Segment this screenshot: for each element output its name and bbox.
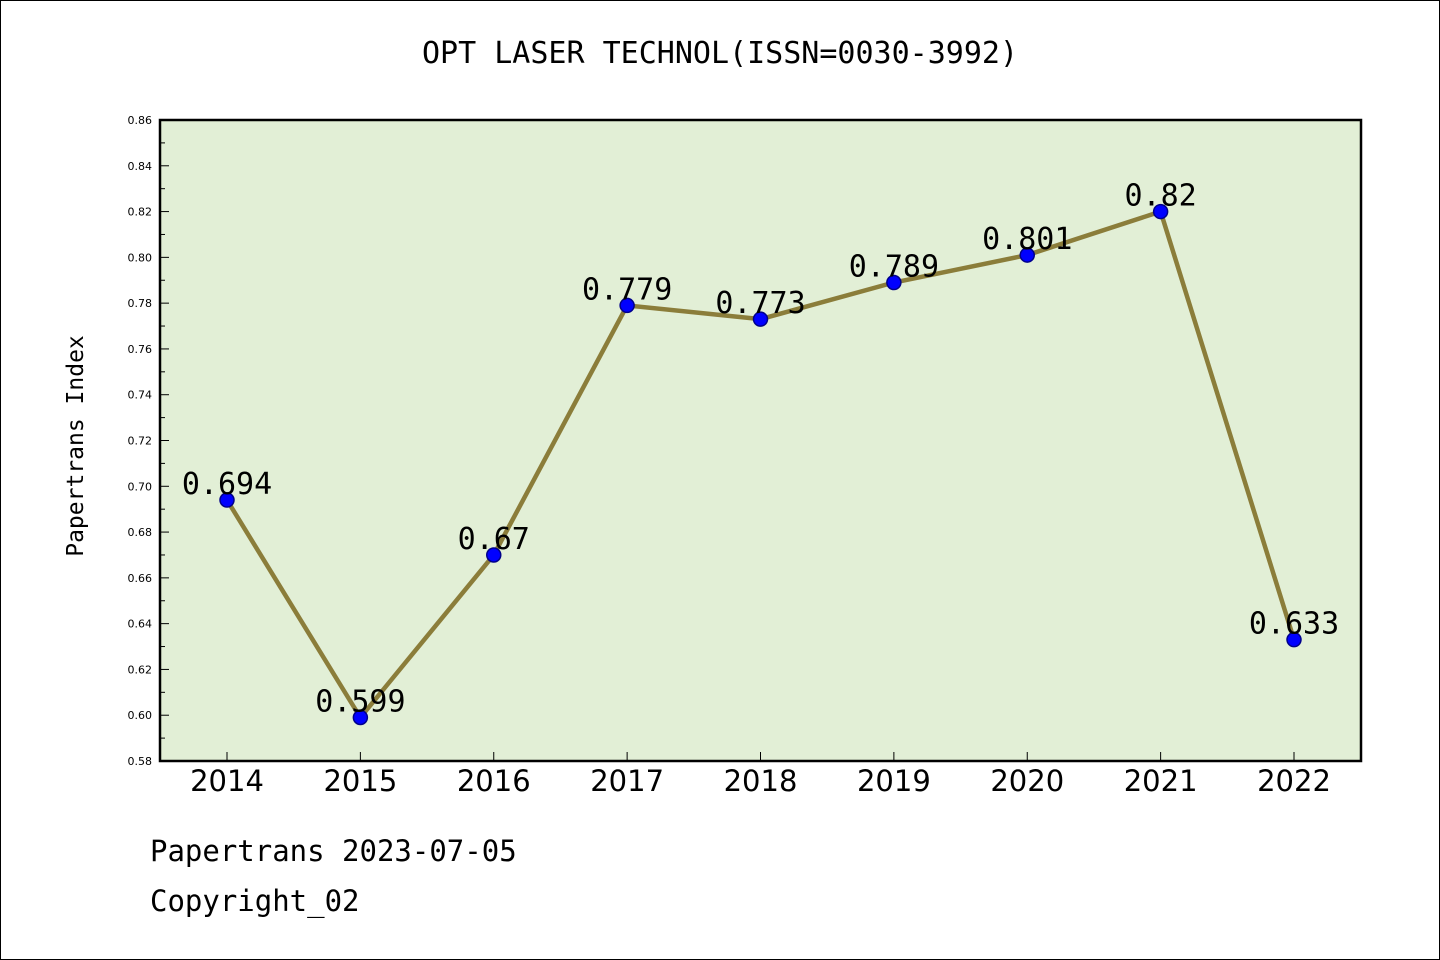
x-tick-label: 2015 — [323, 764, 397, 798]
x-axis-ticks: 2014 2015 2016 2017 2018 2019 2020 2021 2022 — [190, 752, 1331, 798]
x-tick-label: 2019 — [857, 764, 931, 798]
data-point — [219, 492, 235, 508]
y-axis-ticks: 0.58 0.60 0.62 0.64 0.66 0.68 0.70 0.72 0.74 0.76… — [128, 114, 169, 768]
y-tick-label: 0.84 — [128, 160, 153, 173]
data-point — [486, 547, 502, 563]
footer-copyright: Copyright_02 — [150, 884, 360, 918]
data-label: 0.67 — [458, 522, 530, 557]
data-point — [352, 709, 369, 726]
y-tick-label: 0.80 — [128, 251, 153, 264]
y-tick-label: 0.66 — [128, 572, 153, 585]
data-label: 0.633 — [1249, 607, 1339, 642]
data-point — [619, 297, 635, 314]
y-tick-label: 0.74 — [128, 389, 153, 402]
plot-border — [158, 118, 1363, 763]
x-tick-label: 2022 — [1257, 764, 1331, 798]
data-point — [886, 274, 902, 291]
x-tick-label: 2014 — [190, 764, 264, 798]
data-label: 0.694 — [182, 467, 272, 502]
x-tick-label: 2016 — [457, 764, 531, 798]
data-label: 0.801 — [982, 222, 1072, 257]
x-tick-label: 2020 — [990, 764, 1064, 798]
y-tick-label: 0.60 — [128, 709, 153, 722]
chart-title: OPT LASER TECHNOL(ISSN=0030-3992) — [421, 36, 1019, 71]
x-tick-label: 2018 — [724, 764, 798, 798]
data-label: 0.599 — [315, 685, 405, 720]
data-point — [752, 311, 769, 327]
y-tick-label: 0.62 — [128, 663, 153, 676]
data-point — [1286, 631, 1302, 648]
y-tick-label: 0.70 — [128, 480, 153, 493]
x-tick-label: 2021 — [1124, 764, 1198, 798]
plot-area — [160, 120, 1361, 761]
data-point — [1152, 203, 1169, 220]
data-label: 0.773 — [715, 286, 805, 321]
footer-source: Papertrans 2023-07-05 — [150, 834, 517, 868]
y-tick-label: 0.64 — [128, 618, 153, 631]
y-tick-label: 0.82 — [128, 206, 153, 219]
y-tick-label: 0.68 — [128, 526, 153, 539]
data-labels: 0.694 0.599 0.67 0.779 0.773 0.789 0.801 0.82 0.… — [182, 179, 1339, 720]
data-label: 0.82 — [1125, 179, 1197, 214]
y-tick-label: 0.86 — [128, 114, 153, 127]
y-tick-label: 0.58 — [128, 755, 153, 768]
x-tick-label: 2017 — [590, 764, 664, 798]
y-tick-label: 0.78 — [128, 297, 153, 310]
data-label: 0.779 — [582, 272, 672, 307]
y-tick-label: 0.76 — [128, 343, 153, 356]
data-label: 0.789 — [849, 250, 939, 285]
y-tick-label: 0.72 — [128, 435, 153, 448]
data-markers — [219, 203, 1302, 726]
data-point — [1019, 247, 1035, 263]
